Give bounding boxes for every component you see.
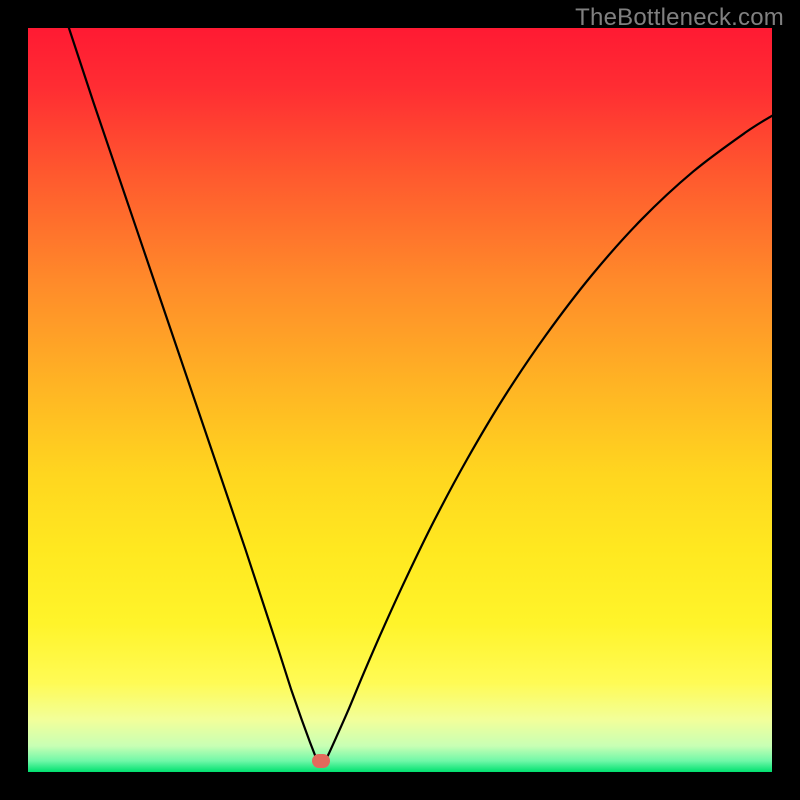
bottleneck-marker [312, 754, 330, 768]
curve-layer [28, 28, 772, 772]
chart-outer: TheBottleneck.com [0, 0, 800, 800]
plot-area [28, 28, 772, 772]
curve-right-segment [324, 116, 772, 763]
curve-left-segment [69, 28, 319, 763]
